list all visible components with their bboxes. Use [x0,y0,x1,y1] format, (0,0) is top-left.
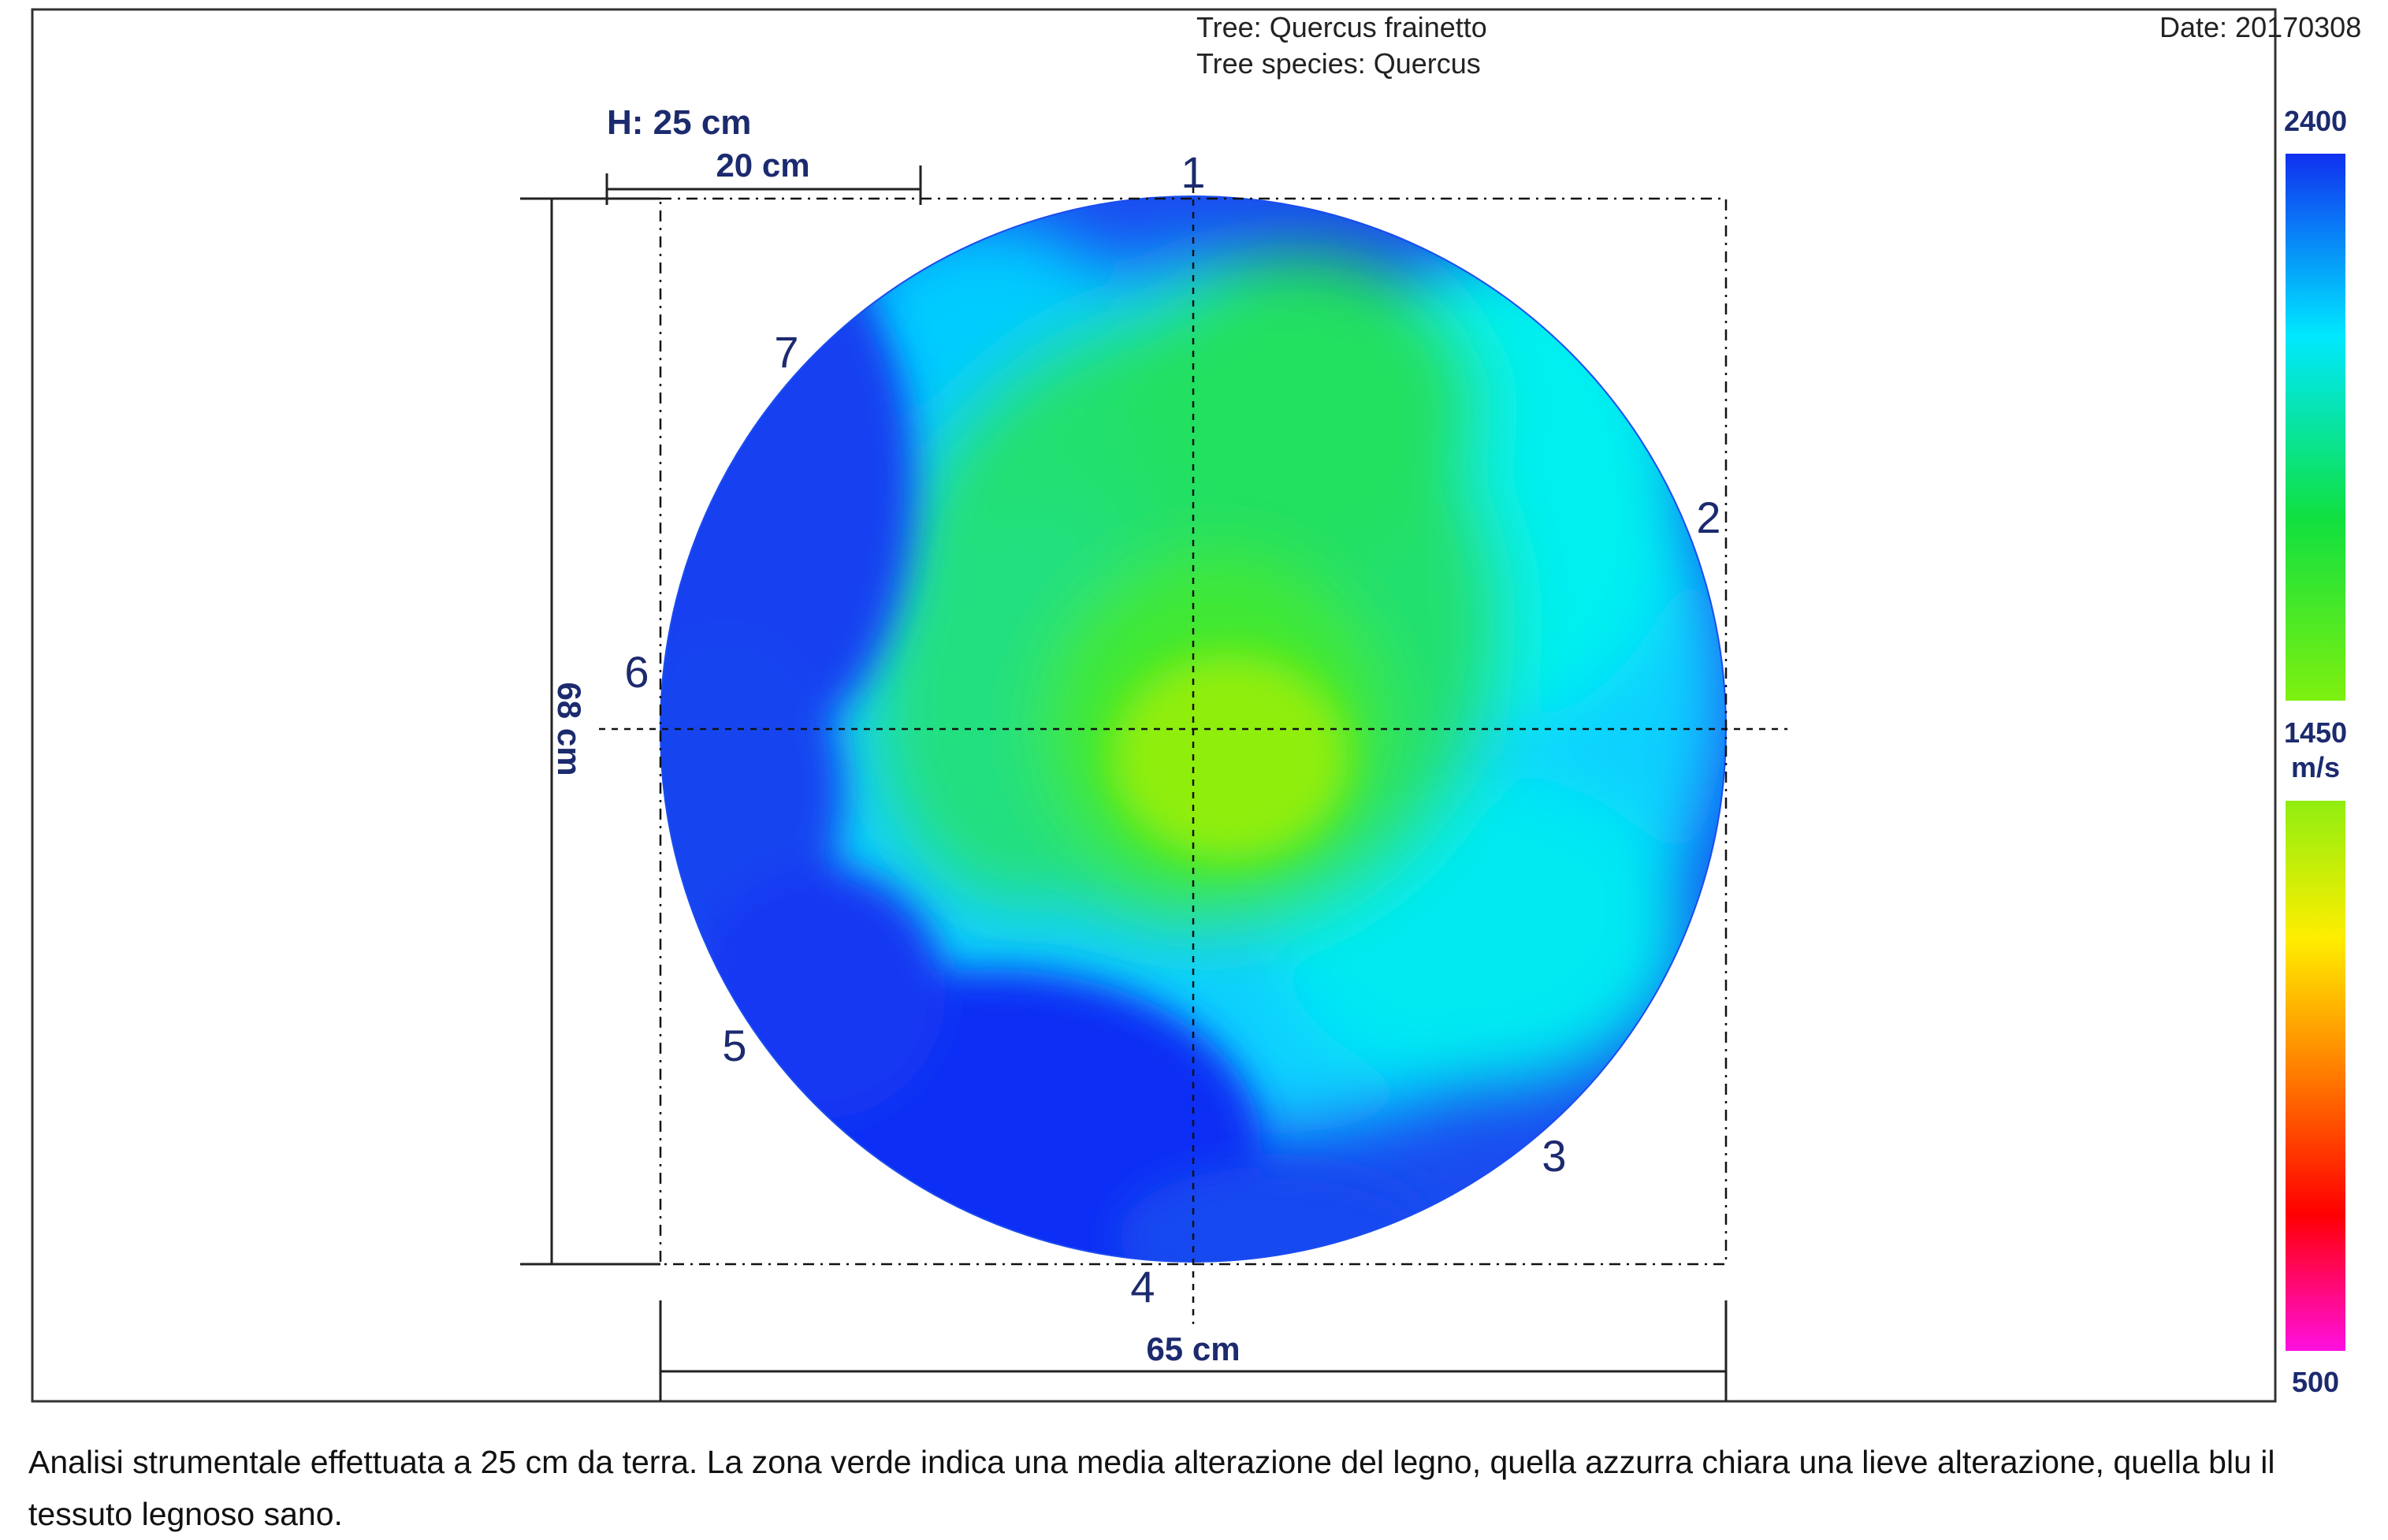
sensor-label-7: 7 [774,327,798,377]
velocity-legend: 2400 1450 m/s 500 [2284,105,2347,1398]
vertical-dimension-label: 68 cm [551,682,588,776]
sensor-label-5: 5 [722,1021,746,1070]
sensor-label-6: 6 [624,647,649,697]
legend-bar-upper [2286,154,2345,701]
trunk-tomogram [660,196,1726,1262]
horizontal-dimension-label: 65 cm [1146,1330,1240,1367]
legend-unit-label: m/s [2291,751,2340,783]
legend-mid-label: 1450 [2284,716,2347,749]
plot-border [31,8,2277,1403]
height-label: H: 25 cm [607,103,751,142]
crosshair [599,162,1787,1324]
legend-min-label: 500 [2292,1366,2339,1398]
tree-species-label: Tree species: Quercus [1196,47,1481,80]
scale-bar-label: 20 cm [716,147,809,184]
figure-caption: Analisi strumentale effettuata a 25 cm d… [28,1444,2275,1532]
sensor-label-2: 2 [1696,493,1720,542]
legend-max-label: 2400 [2284,105,2347,137]
date-label: Date: 20170308 [2159,11,2362,43]
sensor-label-3: 3 [1542,1131,1566,1181]
legend-bar-lower [2286,801,2345,1351]
dimension-lines [520,166,1728,1401]
sensor-label-1: 1 [1181,147,1205,197]
tree-name-label: Tree: Quercus frainetto [1196,11,1487,43]
sensor-label-4: 4 [1130,1262,1155,1311]
